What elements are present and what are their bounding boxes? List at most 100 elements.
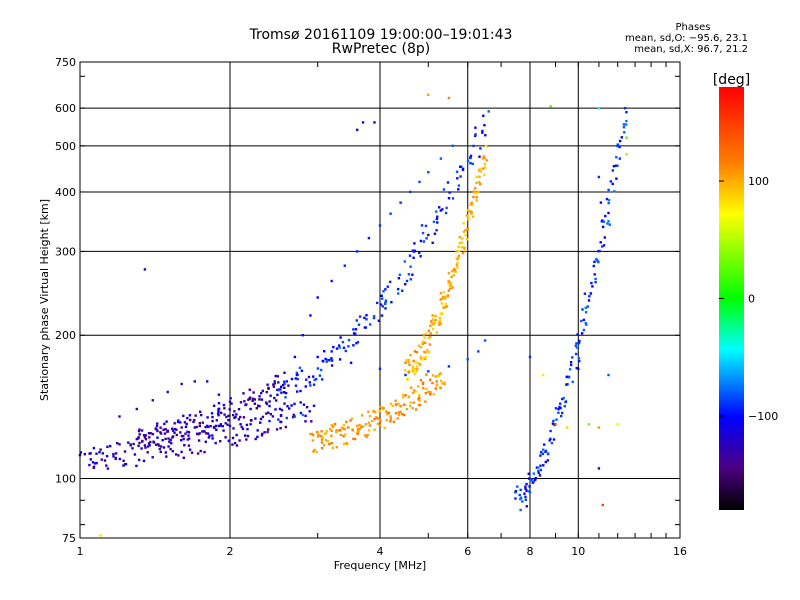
- echo-point: [301, 334, 304, 337]
- echo-point: [431, 241, 434, 244]
- echo-point: [193, 426, 196, 429]
- echo-point: [135, 407, 138, 411]
- echo-point: [439, 292, 443, 295]
- echo-point: [345, 441, 348, 445]
- phase-stats-o-mode: mean, sd,O: −95.6, 23.1: [625, 33, 748, 44]
- echo-point: [525, 489, 528, 492]
- echo-point: [332, 425, 335, 428]
- echo-point: [424, 341, 427, 345]
- echo-point: [397, 277, 401, 280]
- echo-point: [160, 445, 163, 448]
- echo-point: [324, 431, 328, 435]
- echo-point: [350, 417, 354, 420]
- echo-point: [254, 417, 257, 420]
- echo-point: [394, 403, 398, 406]
- echo-point: [298, 366, 302, 369]
- echo-point: [447, 289, 450, 292]
- echo-point: [204, 440, 207, 443]
- echo-point: [296, 377, 299, 381]
- echo-point: [265, 412, 268, 415]
- echo-point: [222, 429, 225, 432]
- echo-point: [385, 410, 388, 414]
- echo-point: [312, 375, 315, 378]
- echo-point: [464, 233, 467, 237]
- echo-point: [228, 400, 232, 403]
- echo-point: [372, 316, 376, 320]
- echo-point: [183, 444, 186, 447]
- echo-point: [354, 332, 357, 335]
- echo-point: [466, 238, 469, 241]
- echo-point: [312, 433, 315, 437]
- echo-point: [429, 393, 432, 396]
- echo-point: [392, 420, 396, 424]
- echo-point: [248, 397, 252, 400]
- echo-point: [146, 445, 150, 448]
- echo-point: [341, 340, 345, 344]
- echo-point: [244, 403, 247, 407]
- echo-point: [425, 237, 428, 240]
- echo-point: [320, 368, 323, 372]
- echo-point: [440, 302, 443, 305]
- echo-point: [265, 401, 268, 404]
- echo-point: [231, 436, 235, 440]
- echo-point: [435, 380, 438, 383]
- echo-point: [142, 434, 146, 437]
- x-tick-label: 16: [673, 545, 687, 558]
- echo-point: [215, 419, 218, 422]
- echo-point: [159, 450, 162, 454]
- echo-point: [114, 452, 118, 455]
- echo-point: [379, 405, 382, 408]
- echo-point: [321, 447, 324, 450]
- echo-point: [258, 405, 261, 408]
- echo-point: [266, 383, 269, 386]
- echo-point: [279, 388, 282, 391]
- echo-point: [479, 170, 482, 173]
- echo-point: [211, 415, 214, 419]
- echo-point: [162, 446, 166, 449]
- echo-point: [524, 487, 527, 491]
- echo-point: [470, 201, 473, 205]
- echo-point: [364, 434, 367, 437]
- echo-point: [386, 285, 389, 288]
- echo-point: [357, 430, 360, 433]
- echo-point: [356, 250, 359, 253]
- echo-point: [541, 452, 545, 456]
- echo-point: [283, 386, 286, 390]
- colorbar-ticks: 100 0 −100: [719, 175, 778, 423]
- echo-point: [186, 438, 189, 441]
- echo-point: [147, 432, 151, 435]
- echo-point: [401, 413, 404, 416]
- echo-point: [320, 438, 324, 441]
- x-tick-label: 1: [77, 545, 84, 558]
- echo-point: [615, 177, 618, 180]
- echo-point: [411, 364, 415, 368]
- echo-point: [441, 382, 444, 385]
- echo-point: [424, 392, 427, 395]
- echo-point: [339, 433, 343, 437]
- echo-point: [326, 439, 330, 443]
- echo-point: [466, 227, 470, 231]
- echo-point: [608, 223, 611, 226]
- echo-point: [590, 281, 593, 285]
- echo-point: [123, 450, 127, 453]
- echo-point: [222, 403, 226, 407]
- echo-point: [361, 414, 364, 417]
- echo-point: [477, 190, 480, 194]
- echo-point: [527, 490, 530, 493]
- echo-point: [449, 282, 453, 285]
- echo-point: [278, 407, 282, 411]
- echo-point: [265, 390, 268, 394]
- echo-point: [168, 440, 171, 443]
- echo-point: [384, 302, 387, 305]
- echo-point: [442, 291, 446, 294]
- echo-point: [419, 346, 423, 349]
- echo-point: [424, 355, 427, 359]
- echo-point: [338, 358, 342, 361]
- echo-point: [447, 96, 451, 100]
- echo-point: [625, 119, 628, 123]
- echo-point: [445, 305, 449, 308]
- y-axis: 75 100 200 300 400 500 600 750: [55, 56, 680, 545]
- echo-point: [558, 405, 561, 409]
- echo-point: [174, 453, 178, 456]
- echo-point: [620, 136, 623, 139]
